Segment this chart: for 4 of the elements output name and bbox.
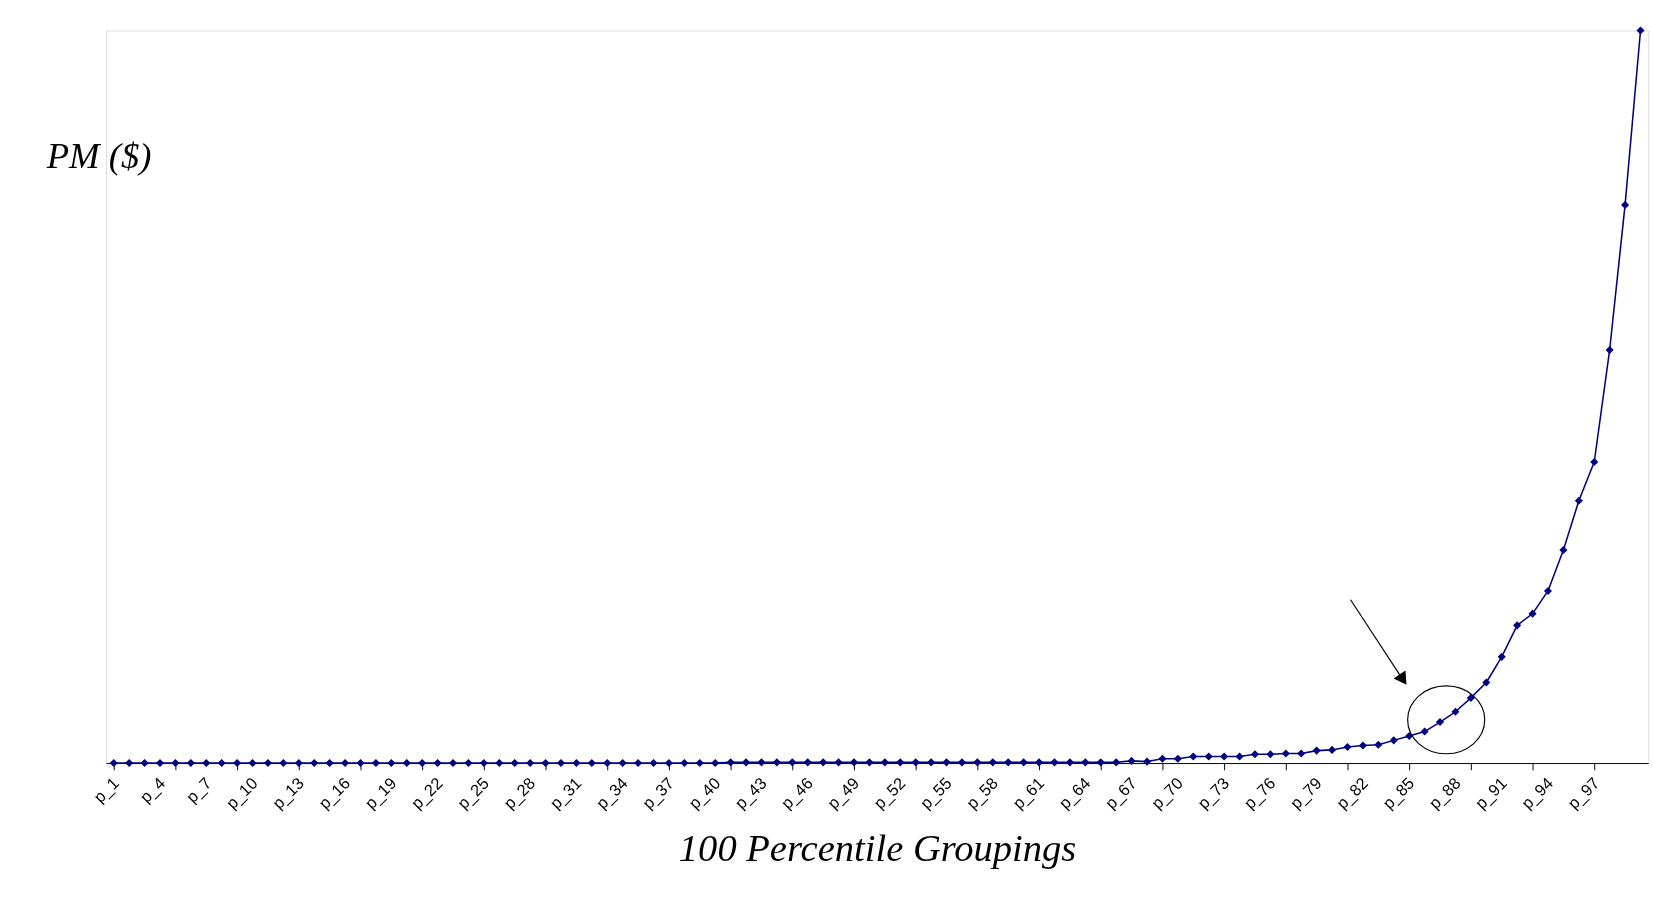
x-tick-label: p_1: [89, 773, 123, 807]
x-tick-label: p_4: [136, 773, 169, 807]
y-axis-title: PM ($): [45, 134, 152, 176]
x-axis-title: 100 Percentile Groupings: [678, 827, 1077, 870]
